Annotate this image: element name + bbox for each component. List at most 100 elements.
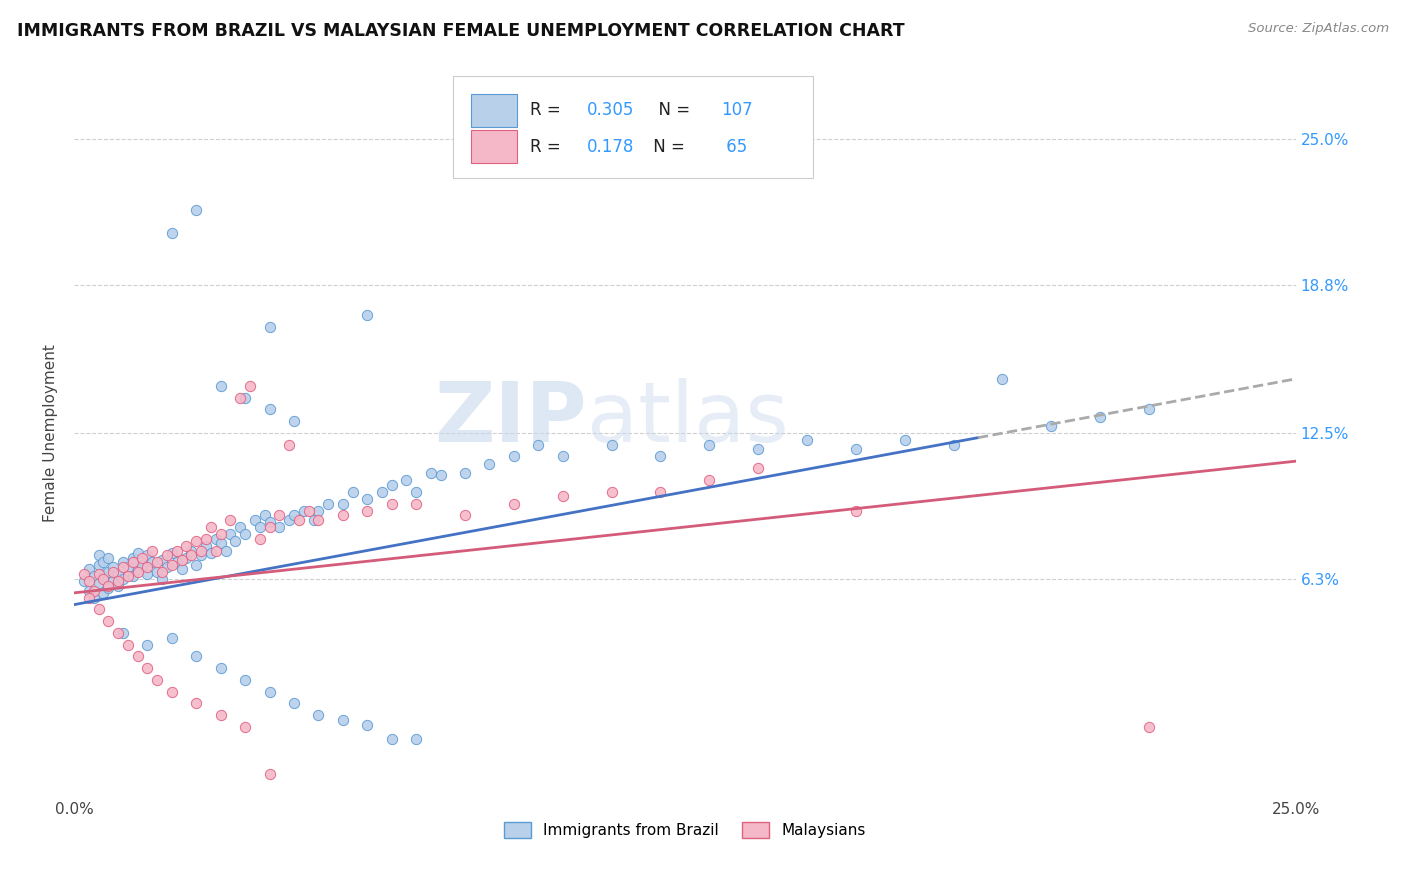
Point [381,477,404,491]
Point [107,625,129,640]
Point [278,513,301,527]
Point [87,567,110,582]
Point [283,414,305,428]
Point [527,438,550,452]
Point [160,546,183,560]
FancyBboxPatch shape [471,94,517,127]
Point [170,562,193,576]
Point [146,555,169,569]
Point [127,649,149,664]
Point [209,661,232,675]
Point [107,574,129,588]
Point [117,638,139,652]
Point [219,513,242,527]
Point [186,534,208,549]
Point [249,532,271,546]
Point [307,513,329,527]
Point [316,496,339,510]
Point [131,558,153,572]
Point [551,490,574,504]
Point [650,450,672,464]
Point [1040,418,1063,433]
Point [97,579,120,593]
Point [796,433,818,447]
Point [186,558,208,572]
FancyBboxPatch shape [471,130,517,163]
Point [269,508,291,523]
Point [195,539,218,553]
Point [600,438,623,452]
Point [141,555,163,569]
Point [381,731,404,746]
Point [127,565,149,579]
Point [111,560,134,574]
Point [342,484,364,499]
Point [233,391,256,405]
Point [160,631,183,645]
FancyBboxPatch shape [453,76,813,178]
Point [176,539,198,553]
Point [200,520,222,534]
Point [180,548,202,562]
Point [127,562,149,576]
Point [87,576,110,591]
Point [166,543,188,558]
Point [176,550,198,565]
Point [87,558,110,572]
Point [77,583,100,598]
Point [600,484,623,499]
Y-axis label: Female Unemployment: Female Unemployment [44,344,58,522]
Point [269,520,291,534]
Point [83,583,105,598]
Point [551,450,574,464]
Point [166,555,188,569]
Point [214,543,236,558]
Point [101,560,124,574]
Point [209,708,232,723]
Point [283,508,305,523]
Point [371,484,394,499]
Point [77,562,100,576]
Point [87,602,110,616]
Point [150,572,173,586]
Point [101,574,124,588]
Point [283,697,305,711]
Point [845,442,868,457]
Point [381,496,404,510]
Point [229,391,252,405]
Point [121,555,143,569]
Text: R =: R = [530,101,565,119]
Point [259,767,281,781]
Point [107,567,129,582]
Point [73,567,96,582]
Point [259,684,281,698]
Point [156,548,179,562]
Point [229,520,252,534]
Point [117,560,139,574]
Text: 0.178: 0.178 [588,137,634,155]
Point [288,513,311,527]
Point [332,496,354,510]
Point [87,548,110,562]
Point [893,433,915,447]
Point [259,520,281,534]
Point [83,591,105,605]
Point [292,503,315,517]
Point [156,560,179,574]
Point [77,574,100,588]
Point [204,543,226,558]
Point [243,513,266,527]
Point [136,567,159,582]
Point [1137,720,1160,734]
Point [307,503,329,517]
Point [97,550,120,565]
Point [298,503,321,517]
Point [190,543,212,558]
Point [141,543,163,558]
Point [356,717,378,731]
Point [73,574,96,588]
Point [249,520,271,534]
Point [136,560,159,574]
Point [502,450,524,464]
Point [650,484,672,499]
